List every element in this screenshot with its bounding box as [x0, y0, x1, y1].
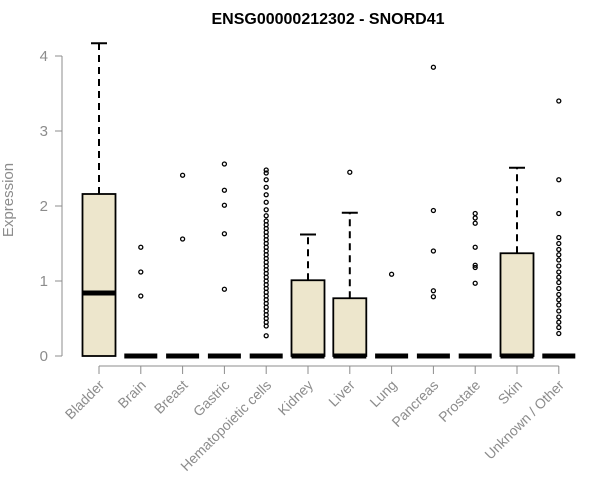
outlier-point [556, 291, 562, 298]
box-group [124, 244, 158, 359]
outlier-point [556, 297, 562, 303]
box-rect [81, 193, 117, 357]
box-group [207, 161, 241, 359]
box-rect [499, 252, 535, 357]
x-tick-label: Brain [114, 377, 148, 411]
outlier-point [556, 269, 562, 275]
outlier-point [430, 294, 437, 300]
outlier-point [430, 207, 437, 214]
x-tick-label: Kidney [275, 377, 317, 419]
x-tick-label: Unknown / Other [481, 377, 567, 463]
outlier-point [472, 210, 478, 217]
box-group [249, 167, 283, 359]
outlier-point [263, 184, 269, 190]
outlier-point [556, 308, 562, 314]
outlier-point [263, 218, 269, 224]
box-rect [332, 297, 368, 357]
outlier-point [430, 64, 437, 70]
outlier-point [263, 170, 269, 176]
outlier-point [179, 172, 186, 178]
x-tick-label: Skin [495, 377, 526, 408]
outlier-point [472, 262, 478, 268]
x-tick-label: Prostate [435, 377, 483, 425]
outlier-point [263, 192, 269, 198]
outlier-point [138, 269, 144, 275]
outlier-point [221, 231, 228, 237]
outlier-point [263, 177, 269, 183]
x-tick-label: Lung [366, 377, 399, 410]
y-tick-label: 1 [40, 273, 48, 290]
outlier-point [221, 286, 228, 292]
outlier-point [263, 167, 269, 173]
outlier-point [556, 210, 562, 217]
x-tick-label: Liver [325, 377, 358, 410]
outlier-point [263, 213, 269, 219]
outlier-point [347, 169, 353, 175]
outlier-point [556, 285, 562, 292]
outlier-point [472, 280, 478, 286]
box-group [166, 172, 200, 359]
outlier-point [556, 98, 562, 104]
outlier-point [138, 244, 144, 250]
outlier-point [556, 314, 562, 320]
outlier-point [221, 202, 228, 208]
box-rect [290, 279, 326, 357]
outlier-point [556, 240, 562, 247]
y-tick-label: 2 [40, 198, 48, 215]
outlier-point [472, 220, 478, 226]
outlier-point [430, 248, 437, 254]
outlier-point [556, 252, 562, 258]
box-group [375, 271, 409, 359]
outlier-point [263, 199, 269, 205]
box-group [332, 169, 368, 359]
chart-title: ENSG00000212302 - SNORD41 [211, 11, 444, 28]
x-tick-label: Bladder [62, 377, 108, 423]
outlier-point [263, 207, 269, 213]
box-group [458, 210, 492, 359]
box-group [542, 98, 576, 359]
box-group [290, 233, 326, 359]
x-tick-label: Breast [151, 377, 191, 417]
outlier-point [556, 319, 562, 325]
boxes-layer [81, 42, 576, 359]
y-tick-label: 3 [40, 123, 48, 140]
outlier-point [472, 215, 478, 221]
outlier-point [388, 271, 395, 277]
outlier-point [556, 177, 562, 183]
outlier-point [556, 257, 562, 263]
y-axis-label: Expression [0, 163, 17, 237]
outlier-point [556, 234, 562, 241]
outlier-point [263, 333, 269, 339]
outlier-point [221, 161, 228, 167]
outlier-point [556, 274, 562, 280]
outlier-point [472, 244, 478, 250]
outlier-point [221, 187, 228, 193]
y-tick-label: 0 [40, 348, 48, 365]
outlier-point [472, 264, 478, 271]
outlier-point [430, 288, 437, 294]
outlier-point [556, 324, 562, 331]
box-group [81, 42, 117, 357]
outlier-point [556, 246, 562, 253]
outlier-point [556, 302, 562, 308]
outlier-point [556, 263, 562, 269]
outlier-point [179, 236, 186, 242]
y-axis: 0 1 2 3 4 [40, 48, 63, 365]
outlier-point [138, 293, 144, 299]
outlier-point [556, 279, 562, 286]
box-group [416, 64, 450, 359]
box-group [499, 166, 535, 359]
outlier-point [556, 330, 562, 337]
y-tick-label: 4 [40, 48, 48, 65]
